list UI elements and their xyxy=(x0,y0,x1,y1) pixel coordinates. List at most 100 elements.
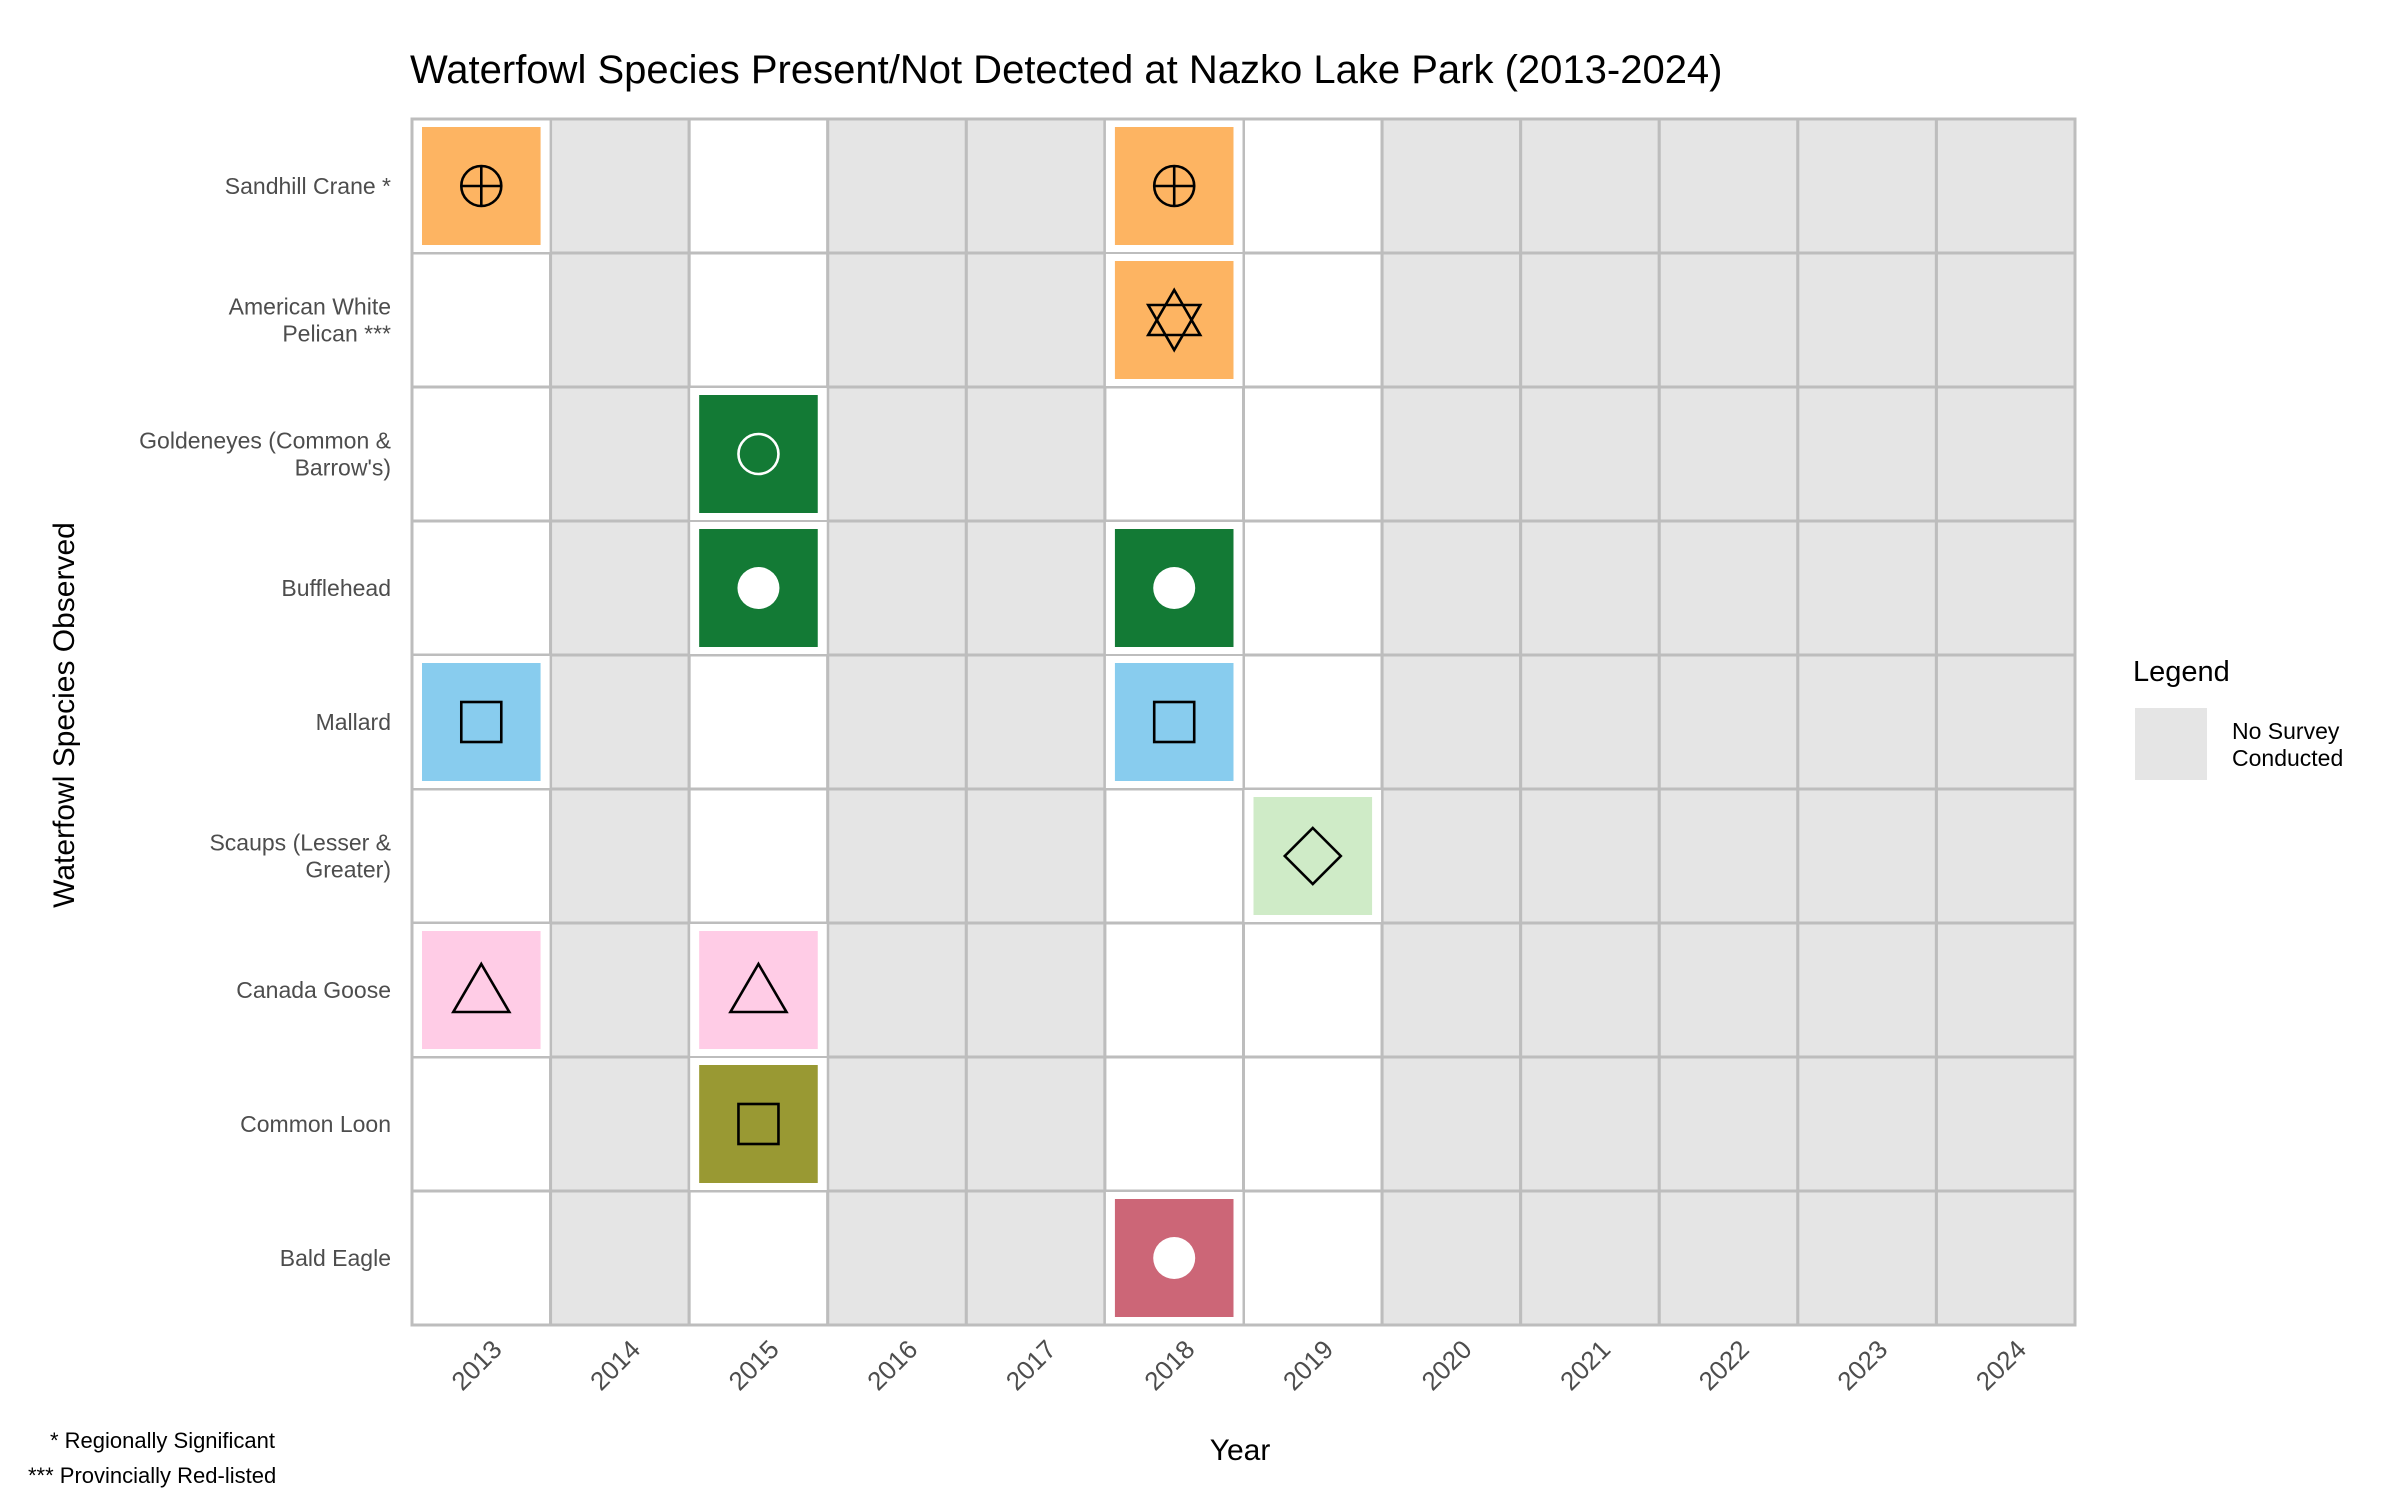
cell-2022-bufflehead xyxy=(1657,519,1800,657)
cell-2022-common-loon xyxy=(1657,1055,1800,1193)
cell-2017-bald-eagle xyxy=(964,1189,1107,1327)
cell-2023-scaups-lesser-greater xyxy=(1796,787,1938,925)
square-open-icon xyxy=(737,1102,780,1146)
cell-2023-american-white-pelican xyxy=(1796,251,1938,389)
cell-2019-bald-eagle xyxy=(1242,1189,1384,1327)
x-tick-2024: 2024 xyxy=(1970,1334,2032,1396)
cell-2014-mallard xyxy=(549,653,691,791)
cell-2022-bald-eagle xyxy=(1657,1189,1800,1327)
cell-2021-bufflehead xyxy=(1519,519,1661,657)
y-tick-scaups-lesser-greater: Scaups (Lesser & Greater) xyxy=(209,830,391,883)
y-tick-line: American White xyxy=(229,294,391,320)
cell-2023-canada-goose xyxy=(1796,921,1938,1059)
x-tick-2019: 2019 xyxy=(1277,1334,1339,1396)
tile-common-loon-2015 xyxy=(690,1058,827,1190)
cell-2024-bald-eagle xyxy=(1934,1189,2077,1327)
chart-title: Waterfowl Species Present/Not Detected a… xyxy=(410,48,1723,92)
cell-2021-scaups-lesser-greater xyxy=(1519,787,1661,925)
square-open-icon xyxy=(459,700,503,744)
tile-fill-goldeneyes-common-barrow-s-2015 xyxy=(699,395,818,513)
x-tick-2017: 2017 xyxy=(1000,1334,1062,1396)
cell-2016-american-white-pelican xyxy=(826,251,968,389)
cell-2013-bufflehead xyxy=(410,519,553,657)
legend-label-no-survey: No Survey Conducted xyxy=(2232,718,2346,771)
cell-2014-bufflehead xyxy=(549,519,691,657)
cell-2018-goldeneyes-common-barrow-s xyxy=(1103,385,1245,523)
cell-2021-common-loon xyxy=(1519,1055,1661,1193)
triangle-open-icon xyxy=(451,961,512,1014)
y-tick-line: Greater) xyxy=(305,857,391,883)
cell-2021-bald-eagle xyxy=(1519,1189,1661,1327)
cell-2020-common-loon xyxy=(1380,1055,1523,1193)
tile-goldeneyes-common-barrow-s-2015 xyxy=(690,388,827,520)
cell-2019-goldeneyes-common-barrow-s xyxy=(1242,385,1384,523)
cell-2021-american-white-pelican xyxy=(1519,251,1661,389)
tile-scaups-lesser-greater-2019 xyxy=(1244,790,1382,922)
y-tick-bufflehead: Bufflehead xyxy=(281,575,391,601)
cell-2022-mallard xyxy=(1657,653,1800,791)
cell-2020-canada-goose xyxy=(1380,921,1523,1059)
tile-american-white-pelican-2018 xyxy=(1105,254,1243,386)
y-tick-line: Bufflehead xyxy=(281,575,391,601)
cell-2024-bufflehead xyxy=(1934,519,2077,657)
cell-2021-mallard xyxy=(1519,653,1661,791)
cell-2019-american-white-pelican xyxy=(1242,251,1384,389)
legend-key-no-survey xyxy=(2135,708,2207,780)
cell-2017-american-white-pelican xyxy=(964,251,1107,389)
panel-border xyxy=(410,117,2077,1327)
cell-2016-sandhill-crane xyxy=(826,117,968,255)
x-tick-labels: 2013 2014 2015 2016 2017 2018 2019 2020 2021 2022… xyxy=(445,1334,2032,1396)
circle-filled-white-icon xyxy=(1153,1237,1196,1279)
cell-2015-bald-eagle xyxy=(687,1189,830,1327)
circle-filled-white-icon xyxy=(1153,567,1196,609)
cell-2022-canada-goose xyxy=(1657,921,1800,1059)
cell-2019-mallard xyxy=(1242,653,1384,791)
cell-2017-common-loon xyxy=(964,1055,1107,1193)
y-tick-goldeneyes-common-barrow-s: Goldeneyes (Common & Barrow's) xyxy=(139,428,391,481)
cell-2020-goldeneyes-common-barrow-s xyxy=(1380,385,1523,523)
cell-2017-goldeneyes-common-barrow-s xyxy=(964,385,1107,523)
y-tick-line: Barrow's) xyxy=(295,455,391,481)
cell-2015-american-white-pelican xyxy=(687,251,830,389)
cell-2023-bald-eagle xyxy=(1796,1189,1938,1327)
cell-2018-common-loon xyxy=(1103,1055,1245,1193)
footnote-regional: * Regionally Significant xyxy=(50,1428,275,1453)
star-of-david-icon xyxy=(1145,287,1203,337)
cell-2017-mallard xyxy=(964,653,1107,791)
tile-sandhill-crane-2013 xyxy=(413,120,550,252)
cell-2016-bald-eagle xyxy=(826,1189,968,1327)
tile-bald-eagle-2018 xyxy=(1105,1192,1243,1324)
y-tick-labels: Sandhill Crane * American White Pelican **… xyxy=(139,173,391,1271)
star-of-david-icon xyxy=(1145,303,1203,353)
cell-2015-scaups-lesser-greater xyxy=(687,787,830,925)
tile-bufflehead-2018 xyxy=(1105,522,1243,654)
cell-2022-american-white-pelican xyxy=(1657,251,1800,389)
cell-2014-scaups-lesser-greater xyxy=(549,787,691,925)
x-tick-2013: 2013 xyxy=(445,1334,507,1396)
cell-2017-canada-goose xyxy=(964,921,1107,1059)
y-tick-line: Common Loon xyxy=(240,1111,391,1137)
x-tick-2016: 2016 xyxy=(861,1334,923,1396)
cell-2020-american-white-pelican xyxy=(1380,251,1523,389)
y-tick-line: Sandhill Crane * xyxy=(225,173,391,199)
tile-fill-mallard-2018 xyxy=(1114,663,1234,781)
tile-fill-american-white-pelican-2018 xyxy=(1114,261,1234,379)
cell-2016-goldeneyes-common-barrow-s xyxy=(826,385,968,523)
cell-2024-scaups-lesser-greater xyxy=(1934,787,2077,925)
tile-mallard-2013 xyxy=(413,656,550,788)
cell-2024-sandhill-crane xyxy=(1934,117,2077,255)
y-tick-common-loon: Common Loon xyxy=(240,1111,391,1137)
y-tick-american-white-pelican: American White Pelican *** xyxy=(229,294,391,347)
cell-2013-bald-eagle xyxy=(410,1189,553,1327)
tile-fill-canada-goose-2013 xyxy=(422,931,541,1049)
cell-2024-goldeneyes-common-barrow-s xyxy=(1934,385,2077,523)
x-tick-2021: 2021 xyxy=(1554,1334,1616,1396)
tile-fill-mallard-2013 xyxy=(422,663,541,781)
x-tick-2015: 2015 xyxy=(723,1334,785,1396)
cell-2020-scaups-lesser-greater xyxy=(1380,787,1523,925)
cell-2016-bufflehead xyxy=(826,519,968,657)
x-tick-2023: 2023 xyxy=(1831,1334,1893,1396)
y-tick-canada-goose: Canada Goose xyxy=(236,977,391,1003)
cell-2013-american-white-pelican xyxy=(410,251,553,389)
